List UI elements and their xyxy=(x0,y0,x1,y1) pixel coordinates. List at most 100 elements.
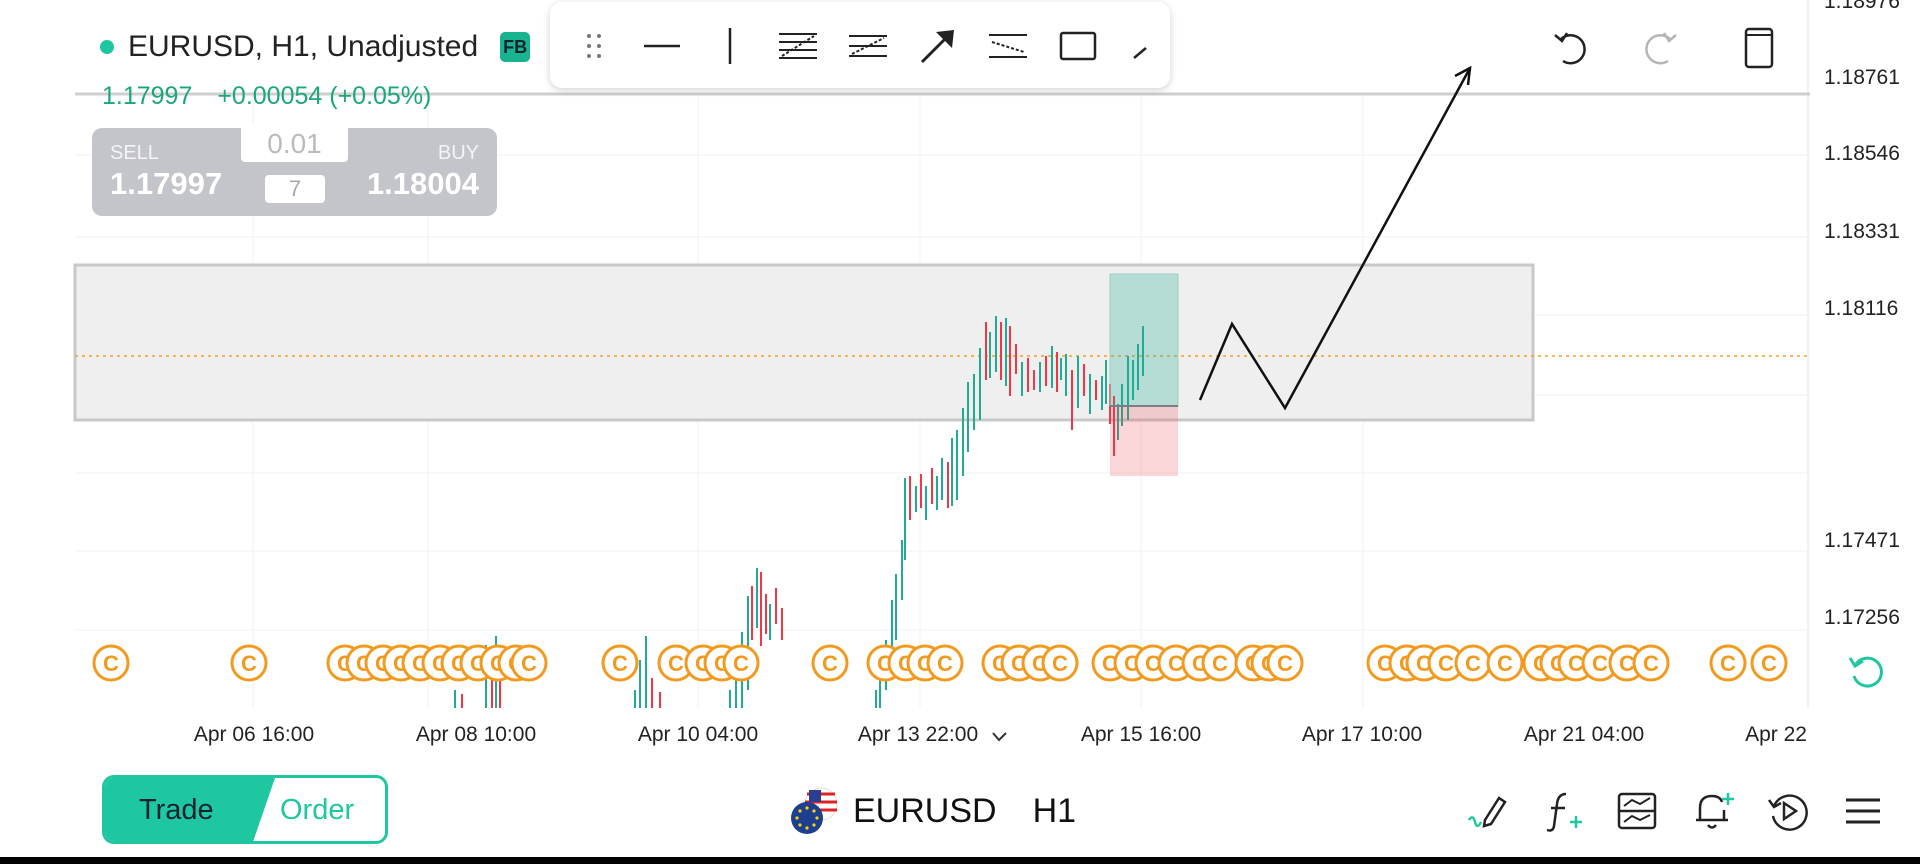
price-axis-label: 1.18116 xyxy=(1824,297,1898,320)
bottom-symbol: EURUSD xyxy=(853,791,997,830)
forecast-path[interactable] xyxy=(1198,67,1472,411)
trade-order-toggle[interactable]: Trade Order xyxy=(102,775,388,844)
price-axis-bg xyxy=(1808,0,1920,708)
reset-chart-icon[interactable] xyxy=(1842,646,1892,696)
event-marker-label: C xyxy=(1643,651,1659,676)
draw-icon[interactable] xyxy=(1463,786,1513,836)
event-marker-label: C xyxy=(1102,651,1118,676)
time-axis-label: Apr 08 10:00 xyxy=(416,723,536,746)
chart-title: EURUSD, H1, Unadjusted xyxy=(128,30,479,63)
event-marker-label: C xyxy=(733,651,749,676)
economic-event-marker[interactable]: C xyxy=(1041,644,1079,682)
brush-icon[interactable] xyxy=(1118,20,1170,72)
redo-icon[interactable] xyxy=(1635,22,1685,72)
buy-button[interactable]: 1.18004 xyxy=(366,166,479,201)
arrow-icon[interactable] xyxy=(912,20,964,72)
price-axis-label: 1.18761 xyxy=(1824,66,1900,89)
economic-event-marker[interactable]: C xyxy=(1266,644,1304,682)
system-nav-bar xyxy=(0,857,1920,864)
event-marker-ring xyxy=(811,644,849,682)
buy-label: BUY xyxy=(437,142,479,164)
lot-size-input[interactable]: 0.01 xyxy=(241,124,348,162)
long-position-stop-zone[interactable] xyxy=(1110,406,1178,476)
price-axis-label: 1.17471 xyxy=(1824,529,1900,552)
event-marker-label: C xyxy=(822,651,838,676)
event-marker-label: C xyxy=(1052,651,1068,676)
economic-event-marker[interactable]: C xyxy=(722,644,760,682)
long-position-profit-zone[interactable] xyxy=(1109,273,1179,407)
event-marker-ring xyxy=(926,644,964,682)
fib-extension-icon[interactable] xyxy=(842,20,894,72)
indicators-icon[interactable] xyxy=(1538,786,1588,836)
symbol-header[interactable]: EURUSD, H1, Unadjusted FB xyxy=(100,30,531,64)
event-marker-label: C xyxy=(1438,651,1454,676)
economic-event-marker[interactable]: C xyxy=(510,644,548,682)
vertical-line-icon[interactable] xyxy=(704,20,756,72)
trade-tab[interactable]: Trade xyxy=(139,794,214,826)
drawing-toolbar xyxy=(550,2,1170,88)
change-value: +0.00054 (+0.05%) xyxy=(217,82,432,110)
grip-icon[interactable] xyxy=(568,20,620,72)
toggle-active-bg xyxy=(105,778,275,841)
event-marker-label: C xyxy=(241,651,257,676)
eu-us-flag-icon xyxy=(791,787,838,834)
menu-icon[interactable] xyxy=(1838,786,1888,836)
economic-event-marker[interactable]: C xyxy=(230,644,268,682)
order-tab[interactable]: Order xyxy=(280,794,355,826)
event-marker-ring xyxy=(1750,644,1788,682)
price-badge-current: 1.17997 xyxy=(1824,342,1905,367)
forecast-arrowhead xyxy=(1454,65,1472,86)
add-alert-icon[interactable] xyxy=(1688,786,1738,836)
time-axis-label: Apr 17 10:00 xyxy=(1302,723,1422,746)
economic-event-marker[interactable]: C xyxy=(811,644,849,682)
price-axis-label: 1.18976 xyxy=(1824,0,1900,13)
spread-value: 7 xyxy=(265,175,325,203)
economic-event-marker[interactable]: C xyxy=(1486,644,1524,682)
economic-event-marker[interactable]: C xyxy=(92,644,130,682)
time-axis-label: Apr 21 04:00 xyxy=(1524,723,1644,746)
economic-event-marker[interactable]: C xyxy=(926,644,964,682)
bottom-timeframe[interactable]: H1 xyxy=(1032,791,1077,830)
event-marker-ring xyxy=(510,644,548,682)
chart-layout-icon[interactable] xyxy=(1612,786,1662,836)
last-price: 1.17997 xyxy=(102,82,193,110)
economic-event-marker[interactable]: C xyxy=(657,644,695,682)
event-marker-label: C xyxy=(1497,651,1513,676)
time-axis: Apr 06 16:00 Apr 08 10:00 Apr 10 04:00 Apr … xyxy=(194,723,1807,746)
event-marker-label: C xyxy=(1377,651,1393,676)
fib-retracement-icon[interactable] xyxy=(772,20,824,72)
parallel-channel-icon[interactable] xyxy=(982,20,1034,72)
symbol-selector[interactable]: EURUSD H1 xyxy=(787,784,1076,838)
event-marker-ring xyxy=(722,644,760,682)
replay-icon[interactable] xyxy=(1763,786,1813,836)
price-badge-target: 1.18228 xyxy=(1824,259,1905,284)
event-marker-label: C xyxy=(1619,651,1635,676)
sell-button[interactable]: 1.17997 xyxy=(110,166,223,201)
horizontal-line-icon[interactable] xyxy=(636,20,688,72)
chart-grid xyxy=(75,0,1920,708)
event-marker-ring xyxy=(92,644,130,682)
price-axis-label: 1.18331 xyxy=(1824,220,1900,243)
undo-icon[interactable] xyxy=(1546,22,1596,72)
chevron-down-icon[interactable] xyxy=(992,732,1007,742)
economic-event-marker[interactable]: C xyxy=(1709,644,1747,682)
range-rectangle[interactable] xyxy=(73,263,1535,422)
event-marker-label: C xyxy=(1568,651,1584,676)
event-marker-ring xyxy=(601,644,639,682)
rectangle-icon[interactable] xyxy=(1052,20,1104,72)
economic-event-marker[interactable]: C xyxy=(1427,644,1465,682)
price-badge-stop: 1.17666 xyxy=(1824,461,1905,486)
event-marker-label: C xyxy=(1168,651,1184,676)
event-marker-ring xyxy=(1709,644,1747,682)
economic-event-marker[interactable]: C xyxy=(1632,644,1670,682)
phone-rotate-icon[interactable] xyxy=(1733,22,1783,72)
economic-event-marker[interactable]: C xyxy=(1750,644,1788,682)
economic-event-marker[interactable]: C xyxy=(1201,644,1239,682)
event-marker-label: C xyxy=(103,651,119,676)
event-marker-label: C xyxy=(1761,651,1777,676)
economic-event-marker[interactable]: C xyxy=(1454,644,1492,682)
event-marker-label: C xyxy=(1465,651,1481,676)
economic-event-marker[interactable]: C xyxy=(601,644,639,682)
